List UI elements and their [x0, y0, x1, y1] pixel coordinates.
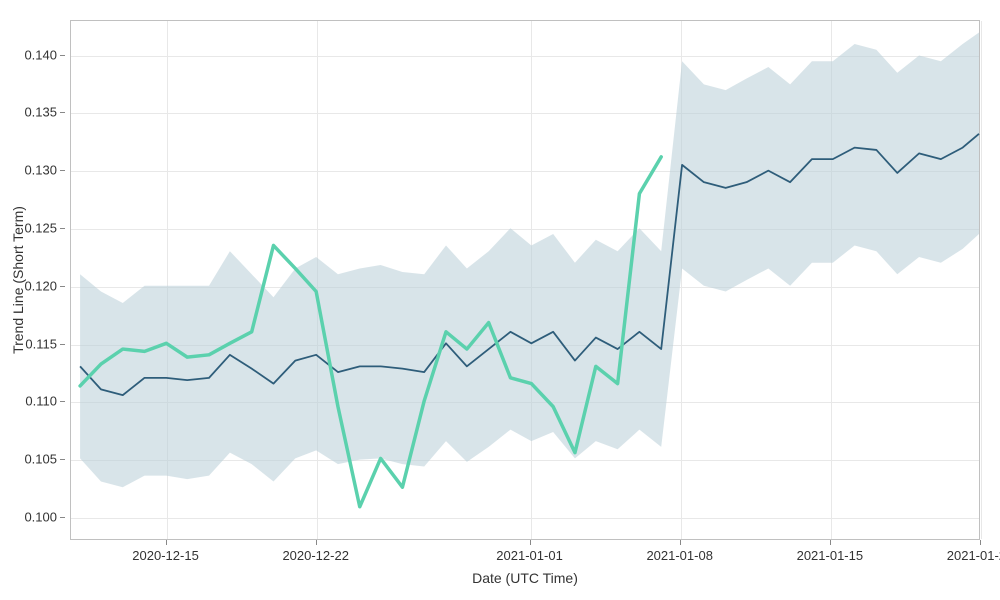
x-tick-label: 2021-01-22 [947, 548, 1000, 563]
x-tick-label: 2020-12-15 [132, 548, 199, 563]
y-tick-label: 0.130 [24, 163, 57, 178]
x-axis-label: Date (UTC Time) [70, 570, 980, 586]
y-tick-label: 0.140 [24, 47, 57, 62]
y-axis: 0.100 0.105 0.110 0.115 0.120 0.125 0.130 0.135… [0, 20, 65, 540]
plot-area [70, 20, 980, 540]
chart-svg [71, 21, 979, 539]
y-tick-label: 0.135 [24, 105, 57, 120]
confidence-band [80, 33, 979, 488]
y-tick-label: 0.110 [25, 394, 57, 409]
y-tick-label: 0.100 [24, 509, 57, 524]
x-tick-label: 2020-12-22 [282, 548, 349, 563]
y-tick-label: 0.105 [24, 452, 57, 467]
x-tick-label: 2021-01-01 [496, 548, 563, 563]
x-tick-label: 2021-01-08 [646, 548, 713, 563]
x-tick-label: 2021-01-15 [797, 548, 864, 563]
y-tick-label: 0.115 [25, 336, 57, 351]
y-tick-label: 0.120 [24, 278, 57, 293]
y-tick-label: 0.125 [24, 221, 57, 236]
